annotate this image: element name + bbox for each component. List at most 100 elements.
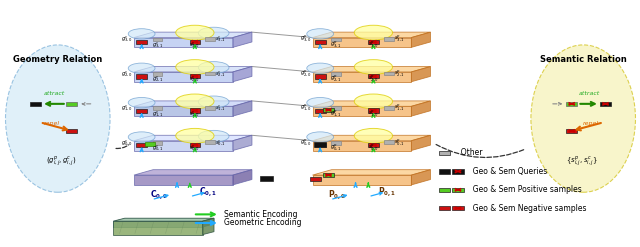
Text: $s^p_{1,0}$: $s^p_{1,0}$	[368, 108, 379, 118]
Polygon shape	[233, 32, 252, 47]
Text: $s^c_{1,0}$: $s^c_{1,0}$	[189, 109, 200, 118]
Polygon shape	[332, 72, 341, 76]
Polygon shape	[233, 101, 252, 116]
Polygon shape	[205, 72, 215, 75]
Text: $s^c_{2,1}$: $s^c_{2,1}$	[215, 69, 227, 78]
Polygon shape	[452, 206, 463, 210]
Polygon shape	[189, 143, 200, 147]
Polygon shape	[113, 218, 214, 221]
Polygon shape	[412, 135, 431, 150]
Polygon shape	[384, 106, 394, 110]
Text: $s^c_{3,1}$: $s^c_{3,1}$	[215, 35, 227, 43]
Text: Other: Other	[456, 148, 483, 158]
Polygon shape	[332, 106, 341, 110]
Polygon shape	[314, 109, 326, 113]
Polygon shape	[312, 170, 431, 175]
Polygon shape	[314, 40, 326, 44]
Polygon shape	[260, 176, 273, 181]
Polygon shape	[205, 140, 215, 144]
Text: $s^c_{0,0}$: $s^c_{0,0}$	[189, 143, 200, 152]
Polygon shape	[566, 129, 577, 133]
Polygon shape	[384, 72, 394, 75]
Polygon shape	[323, 108, 333, 112]
Polygon shape	[205, 106, 215, 110]
Circle shape	[176, 60, 214, 74]
Polygon shape	[368, 74, 379, 78]
Polygon shape	[312, 72, 412, 82]
Polygon shape	[136, 40, 147, 44]
Text: $s^c_{2,0}$: $s^c_{2,0}$	[189, 74, 200, 83]
Text: $\{s^p_{i,j}, s^c_{i,j}\}$: $\{s^p_{i,j}, s^c_{i,j}\}$	[566, 154, 598, 168]
Text: attract: attract	[579, 91, 600, 96]
Polygon shape	[332, 141, 341, 144]
Text: $s^c_{0,1}$: $s^c_{0,1}$	[215, 138, 227, 147]
Polygon shape	[134, 101, 252, 106]
Text: Geo & Sem Queries: Geo & Sem Queries	[468, 167, 547, 176]
Polygon shape	[312, 32, 431, 38]
Polygon shape	[310, 177, 321, 181]
Polygon shape	[113, 222, 202, 227]
Polygon shape	[412, 101, 431, 116]
Polygon shape	[134, 32, 252, 38]
Polygon shape	[205, 37, 215, 41]
Polygon shape	[452, 188, 463, 192]
Polygon shape	[145, 143, 155, 146]
Text: $g^c_{3,1}$: $g^c_{3,1}$	[152, 40, 163, 49]
Circle shape	[128, 63, 155, 73]
Polygon shape	[314, 142, 326, 147]
Circle shape	[355, 94, 392, 109]
Polygon shape	[189, 74, 200, 78]
Text: $s^p_{1,1}$: $s^p_{1,1}$	[394, 103, 405, 112]
Circle shape	[355, 128, 392, 143]
Polygon shape	[332, 38, 341, 41]
Polygon shape	[368, 143, 379, 147]
Polygon shape	[233, 135, 252, 150]
Polygon shape	[314, 74, 326, 79]
Text: repel: repel	[44, 122, 60, 126]
Polygon shape	[134, 38, 233, 47]
Text: $g^c_{0,1}$: $g^c_{0,1}$	[152, 143, 163, 152]
Text: $g^c_{0,0}$: $g^c_{0,0}$	[121, 138, 132, 147]
Text: repel: repel	[583, 122, 599, 126]
Text: Semantic Relation: Semantic Relation	[540, 55, 627, 64]
Polygon shape	[202, 219, 214, 227]
Circle shape	[198, 96, 229, 108]
Text: $(g^p_{i,j}, g^c_{i,j})$: $(g^p_{i,j}, g^c_{i,j})$	[46, 154, 76, 168]
Text: Geo & Sem Negative samples: Geo & Sem Negative samples	[468, 204, 586, 213]
Circle shape	[307, 98, 333, 108]
Ellipse shape	[6, 45, 110, 192]
Text: $g^p_{1,0}$: $g^p_{1,0}$	[300, 103, 311, 112]
Circle shape	[176, 128, 214, 143]
Text: $s^c_{1,1}$: $s^c_{1,1}$	[215, 103, 227, 112]
Text: $g^p_{3,1}$: $g^p_{3,1}$	[330, 39, 342, 49]
Polygon shape	[134, 175, 233, 185]
Polygon shape	[153, 141, 163, 144]
Text: $\mathbf{C_{0,0}}$: $\mathbf{C_{0,0}}$	[150, 188, 168, 202]
Polygon shape	[136, 143, 147, 147]
Text: $\mathbf{P_{0,0}}$: $\mathbf{P_{0,0}}$	[328, 188, 346, 202]
Polygon shape	[153, 38, 163, 41]
Circle shape	[176, 25, 214, 40]
Polygon shape	[384, 140, 394, 144]
Polygon shape	[113, 219, 214, 222]
Text: $g^p_{2,1}$: $g^p_{2,1}$	[330, 74, 342, 83]
Polygon shape	[412, 170, 431, 185]
Polygon shape	[312, 38, 412, 47]
Text: $g^c_{3,0}$: $g^c_{3,0}$	[121, 35, 132, 43]
Text: $g^c_{1,1}$: $g^c_{1,1}$	[152, 109, 163, 118]
Text: Geometric Encoding: Geometric Encoding	[223, 219, 301, 227]
Polygon shape	[136, 74, 147, 79]
Polygon shape	[412, 66, 431, 82]
Circle shape	[307, 132, 333, 142]
Text: $g^p_{3,0}$: $g^p_{3,0}$	[300, 34, 311, 43]
Polygon shape	[452, 169, 463, 174]
Polygon shape	[566, 102, 577, 106]
Circle shape	[307, 29, 333, 39]
Text: $g^p_{0,1}$: $g^p_{0,1}$	[330, 143, 342, 152]
Circle shape	[355, 60, 392, 74]
Polygon shape	[439, 206, 451, 210]
Ellipse shape	[531, 45, 636, 192]
Circle shape	[307, 63, 333, 73]
Polygon shape	[134, 141, 233, 150]
Text: $g^p_{2,0}$: $g^p_{2,0}$	[300, 68, 311, 78]
